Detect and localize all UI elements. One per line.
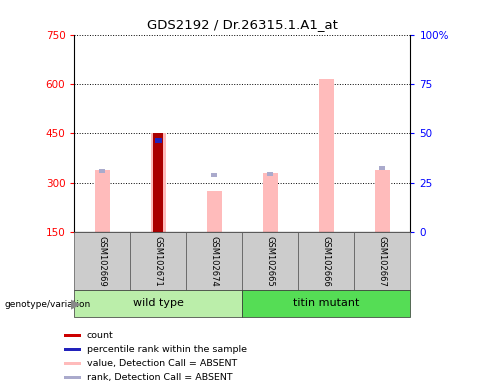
Bar [64, 334, 81, 337]
Text: GSM102674: GSM102674 [210, 236, 219, 286]
Text: GSM102669: GSM102669 [98, 236, 107, 286]
Text: rank, Detection Call = ABSENT: rank, Detection Call = ABSENT [87, 373, 232, 382]
Text: wild type: wild type [133, 298, 184, 308]
Text: genotype/variation: genotype/variation [5, 300, 91, 309]
Bar [299, 232, 354, 290]
Bar [64, 362, 81, 365]
Bar [154, 134, 163, 232]
Bar [131, 232, 186, 290]
Bar [267, 172, 274, 176]
Bar [74, 232, 131, 290]
Bar [99, 169, 106, 173]
Bar [155, 138, 162, 143]
Bar [186, 232, 242, 290]
Bar [374, 170, 390, 232]
Bar [206, 191, 222, 232]
Text: value, Detection Call = ABSENT: value, Detection Call = ABSENT [87, 359, 237, 368]
Bar [242, 290, 410, 317]
Text: count: count [87, 331, 114, 340]
Bar [263, 173, 278, 232]
Text: ▶: ▶ [71, 298, 81, 311]
Bar [211, 173, 217, 177]
Text: GSM102666: GSM102666 [322, 236, 331, 286]
Text: percentile rank within the sample: percentile rank within the sample [87, 345, 247, 354]
Bar [95, 170, 110, 232]
Bar [74, 290, 242, 317]
Bar [64, 348, 81, 351]
Bar [354, 232, 410, 290]
Bar [379, 166, 385, 170]
Bar [242, 232, 299, 290]
Bar [151, 134, 166, 232]
Text: GSM102671: GSM102671 [154, 236, 163, 286]
Text: GSM102667: GSM102667 [378, 236, 387, 286]
Text: titin mutant: titin mutant [293, 298, 360, 308]
Text: GSM102665: GSM102665 [266, 236, 275, 286]
Title: GDS2192 / Dr.26315.1.A1_at: GDS2192 / Dr.26315.1.A1_at [147, 18, 338, 31]
Bar [319, 79, 334, 232]
Bar [64, 376, 81, 379]
